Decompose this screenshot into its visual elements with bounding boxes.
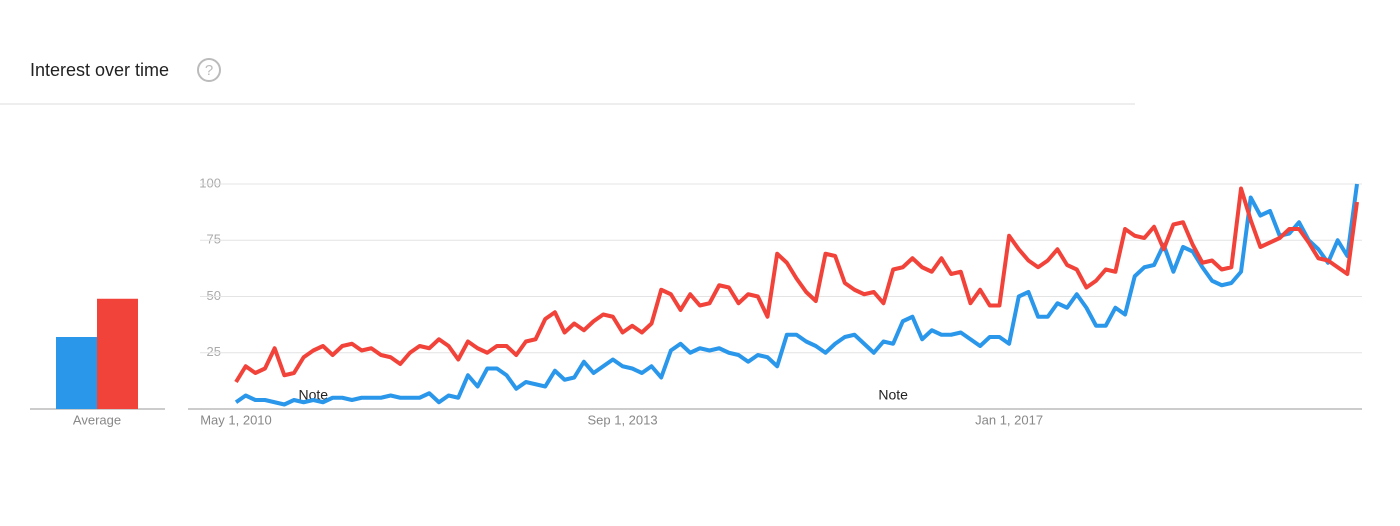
y-tick-label: 25 xyxy=(207,344,221,359)
chart-title: Interest over time xyxy=(30,60,169,80)
average-bar xyxy=(56,337,97,409)
x-tick-label: Sep 1, 2013 xyxy=(587,412,657,427)
annotation: Note xyxy=(299,387,329,403)
y-tick-label: 75 xyxy=(207,232,221,247)
average-bar xyxy=(97,298,138,409)
average-label: Average xyxy=(73,412,121,427)
series-line xyxy=(234,183,1359,407)
x-tick-label: May 1, 2010 xyxy=(200,412,272,427)
y-tick-label: 50 xyxy=(207,288,221,303)
annotation: Note xyxy=(878,387,908,403)
svg-text:?: ? xyxy=(205,62,213,79)
x-tick-label: Jan 1, 2017 xyxy=(975,412,1043,427)
series-line xyxy=(234,186,1359,384)
help-icon[interactable]: ? xyxy=(197,58,221,82)
y-tick-label: 100 xyxy=(199,175,221,190)
